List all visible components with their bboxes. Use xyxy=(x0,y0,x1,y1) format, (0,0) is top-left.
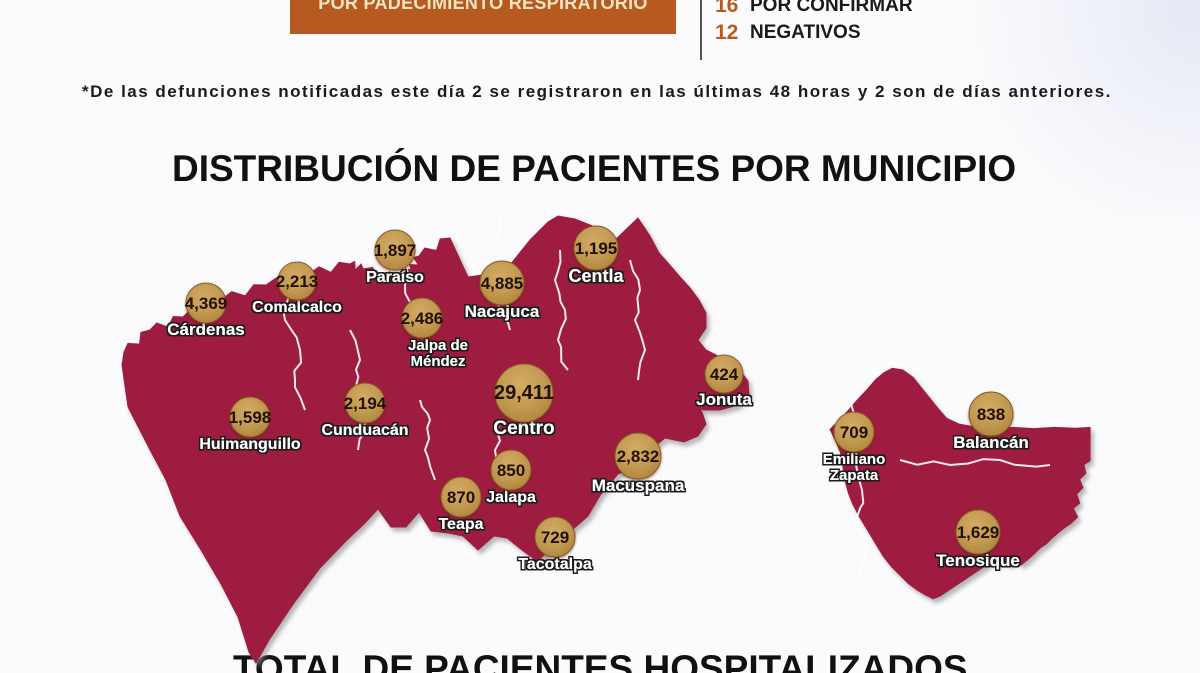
svg-text:2,213: 2,213 xyxy=(276,272,319,291)
svg-text:729: 729 xyxy=(541,528,569,547)
svg-text:Emiliano: Emiliano xyxy=(823,451,886,468)
svg-text:Cunduacán: Cunduacán xyxy=(321,422,408,439)
svg-text:Comalcalco: Comalcalco xyxy=(252,299,342,316)
svg-text:Méndez: Méndez xyxy=(410,353,465,370)
svg-text:2,486: 2,486 xyxy=(401,309,444,328)
svg-text:Jalpa de: Jalpa de xyxy=(408,337,468,354)
svg-text:Teapa: Teapa xyxy=(438,516,483,533)
svg-text:Paraíso: Paraíso xyxy=(366,269,424,286)
svg-text:424: 424 xyxy=(710,365,739,384)
svg-text:4,885: 4,885 xyxy=(481,274,524,293)
svg-text:2,194: 2,194 xyxy=(344,394,387,413)
svg-text:2,832: 2,832 xyxy=(617,447,660,466)
svg-text:850: 850 xyxy=(497,461,525,480)
svg-text:Jalapa: Jalapa xyxy=(486,489,536,506)
svg-text:Huimanguillo: Huimanguillo xyxy=(199,436,301,453)
svg-text:Zapata: Zapata xyxy=(830,467,879,484)
svg-text:709: 709 xyxy=(840,423,868,442)
svg-text:1,629: 1,629 xyxy=(957,523,1000,542)
svg-text:1,897: 1,897 xyxy=(374,241,417,260)
svg-text:1,598: 1,598 xyxy=(229,408,272,427)
svg-text:1,195: 1,195 xyxy=(575,239,618,258)
svg-text:870: 870 xyxy=(447,488,475,507)
svg-text:4,369: 4,369 xyxy=(185,294,228,313)
svg-text:29,411: 29,411 xyxy=(494,382,554,404)
svg-text:838: 838 xyxy=(977,405,1005,424)
svg-text:Tacotalpa: Tacotalpa xyxy=(518,556,592,573)
